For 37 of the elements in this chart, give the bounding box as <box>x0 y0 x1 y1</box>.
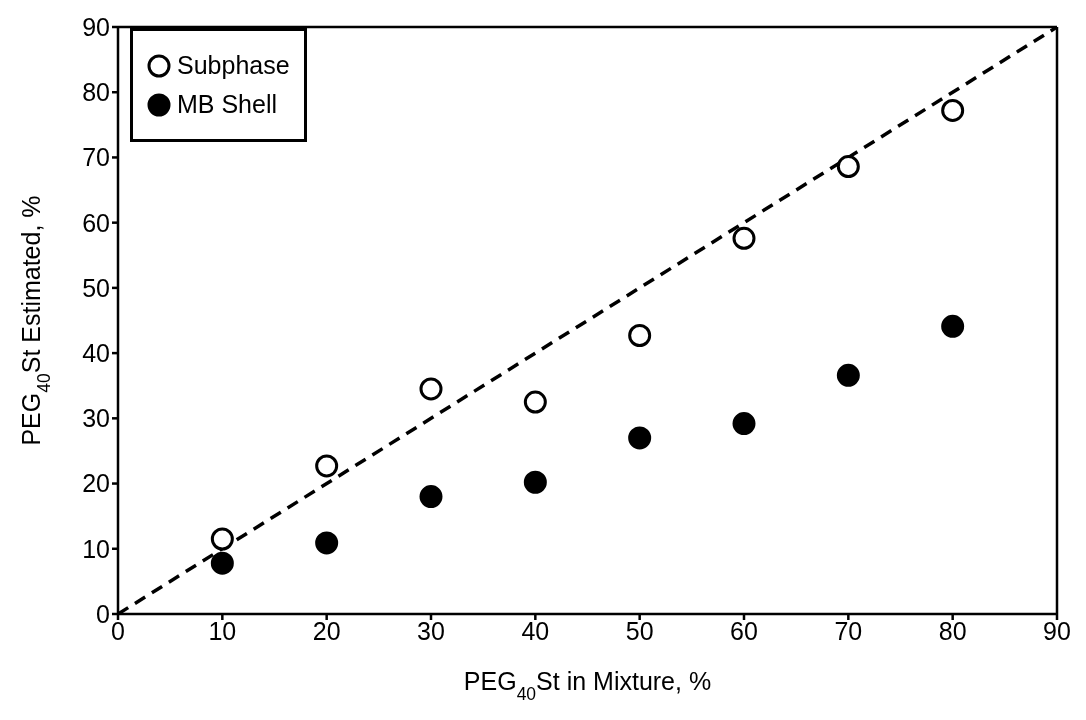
y-tick-label: 60 <box>82 208 110 237</box>
point <box>941 314 965 338</box>
point <box>836 363 860 387</box>
point <box>419 485 443 509</box>
point <box>628 324 652 347</box>
x-axis-title: PEG$_{40}$St in Mixture, % <box>463 667 712 704</box>
x-tick-label: 10 <box>208 616 237 645</box>
x-tick-label: 50 <box>625 616 654 645</box>
point <box>836 155 860 179</box>
legend-label: MB Shell <box>177 90 278 119</box>
y-tick-label: 70 <box>82 143 110 172</box>
y-tick-label: 90 <box>82 12 110 41</box>
y-tick-label: 40 <box>82 338 110 367</box>
point <box>732 226 756 250</box>
y-tick-label: 30 <box>82 404 110 433</box>
y-tick-label: 80 <box>82 78 110 107</box>
point <box>523 470 547 494</box>
point <box>210 551 234 575</box>
x-tick-label: 60 <box>730 616 758 645</box>
x-tick-label: 80 <box>938 616 967 645</box>
legend-label: Subphase <box>177 51 290 80</box>
x-tick-label: 20 <box>312 616 341 645</box>
x-tick-label: 40 <box>521 616 550 645</box>
point <box>732 412 756 436</box>
x-tick-label: 70 <box>834 616 863 645</box>
point <box>315 531 339 555</box>
y-tick-label: 20 <box>82 469 110 498</box>
y-tick-label: 10 <box>82 534 110 563</box>
point <box>628 426 652 450</box>
point <box>315 454 339 478</box>
y-tick-label: 50 <box>82 273 110 302</box>
point <box>523 390 547 414</box>
point <box>210 527 234 551</box>
point <box>419 377 443 401</box>
x-tick-label: 90 <box>1043 616 1071 645</box>
x-tick-label: 30 <box>417 616 445 645</box>
point <box>941 98 965 122</box>
